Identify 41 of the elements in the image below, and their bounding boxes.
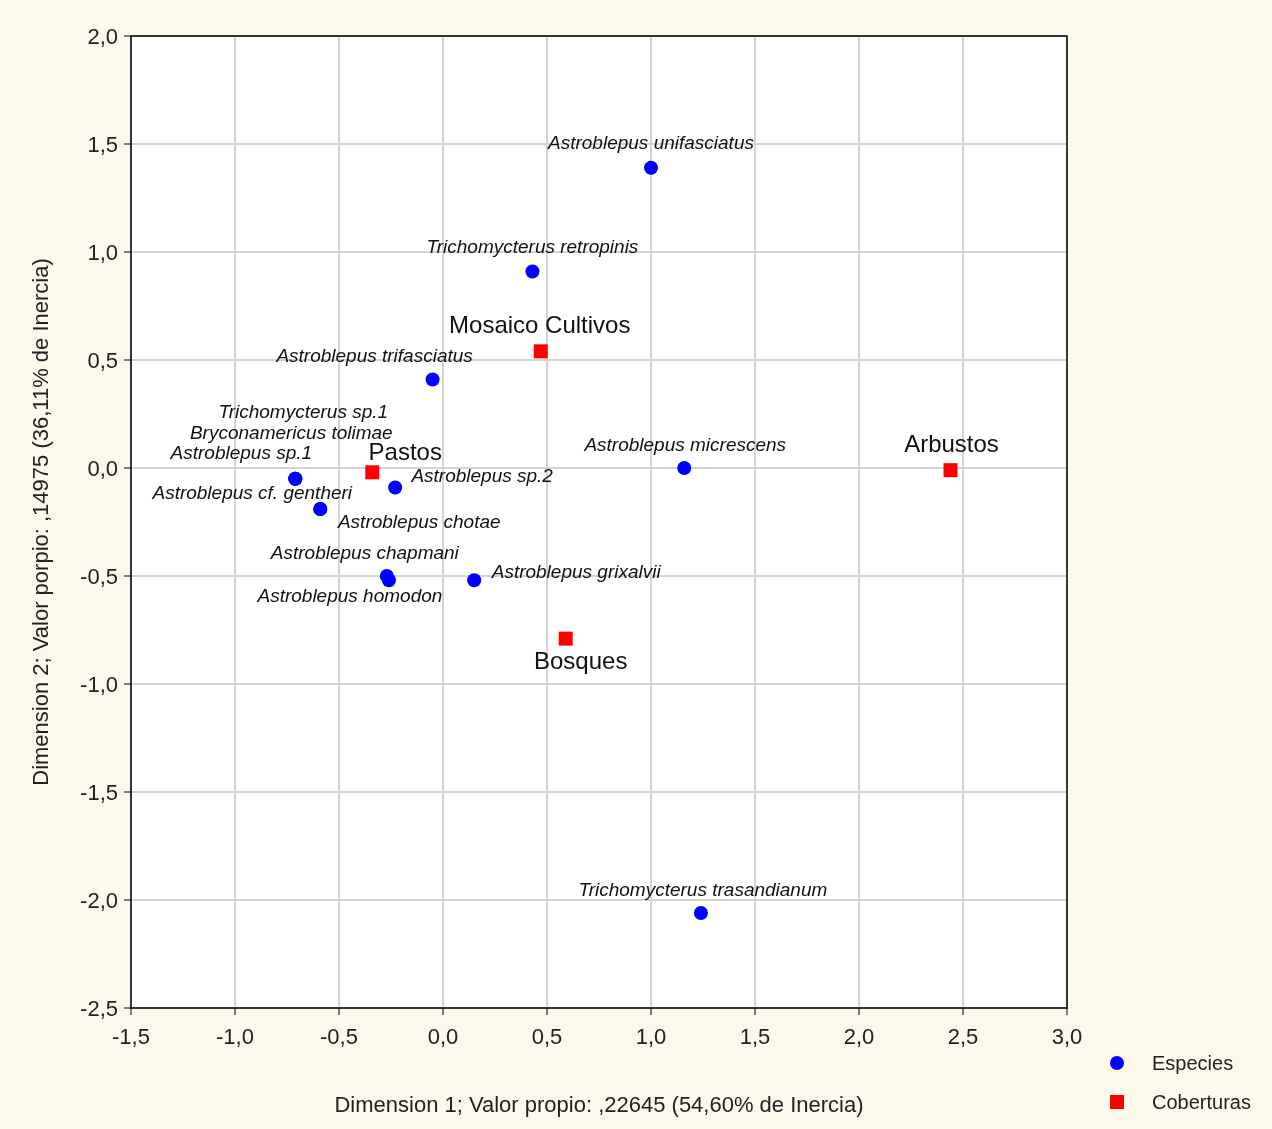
x-tick-label: 3,0	[1051, 1024, 1083, 1049]
y-tick-label: -2,5	[80, 995, 118, 1021]
y-tick-label: 2,0	[87, 23, 118, 49]
annotation: Arbustos	[904, 429, 999, 457]
annotation: Astroblepus trifasciatus	[275, 345, 474, 367]
annotation: Astroblepus sp.1	[169, 442, 313, 464]
x-tick-label: 1,5	[739, 1024, 771, 1049]
legend-label: Especies	[1152, 1052, 1234, 1074]
annotation: Astroblepus sp.2	[410, 465, 554, 487]
x-tick-label: 0,0	[427, 1024, 459, 1049]
annotation: Mosaico Cultivos	[449, 310, 631, 338]
y-tick-label: 0,5	[87, 347, 118, 373]
y-tick-label: 0,0	[87, 455, 118, 481]
annotation: Trichomycterus sp.1	[218, 401, 389, 423]
annotation: Astroblepus cf. gentheri	[151, 481, 353, 503]
x-tick-label: -0,5	[320, 1024, 358, 1049]
x-tick-label: 0,5	[531, 1024, 563, 1049]
x-tick-label: -1,0	[216, 1024, 254, 1049]
y-tick-label: 1,5	[87, 131, 118, 157]
y-tick-label: -2,0	[80, 887, 118, 913]
annotation: Astroblepus grixalvii	[490, 560, 662, 582]
annotation: Trichomycterus trasandianum	[578, 878, 828, 900]
x-tick-label: 1,0	[635, 1024, 667, 1049]
y-tick-label: -0,5	[80, 563, 118, 589]
annotation: Astroblepus micrescens	[583, 433, 787, 455]
y-tick-label: 1,0	[87, 239, 118, 265]
annotation: Astroblepus chapmani	[269, 541, 460, 563]
x-axis-title: Dimension 1; Valor propio: ,22645 (54,60% de Inercia)	[334, 1092, 864, 1117]
y-tick-label: -1,5	[80, 779, 118, 805]
y-tick-label: -1,0	[80, 671, 118, 697]
annotation: Astroblepus chotae	[336, 510, 501, 532]
annotation: Astroblepus unifasciatus	[547, 132, 755, 154]
x-tick-label: 2,0	[843, 1024, 875, 1049]
annotation: Trichomycterus retropinis	[426, 236, 639, 258]
legend-label: Coberturas	[1152, 1091, 1251, 1113]
y-axis-title: Dimension 2; Valor porpio: ,14975 (36,11% de Inercia)	[28, 258, 53, 786]
x-tick-label: 2,5	[947, 1024, 979, 1049]
x-tick-label: -1,5	[112, 1024, 150, 1049]
annotation: Astroblepus homodon	[256, 584, 443, 606]
annotation: Bryconamericus tolimae	[189, 422, 393, 444]
annotation: Bosques	[534, 647, 628, 675]
